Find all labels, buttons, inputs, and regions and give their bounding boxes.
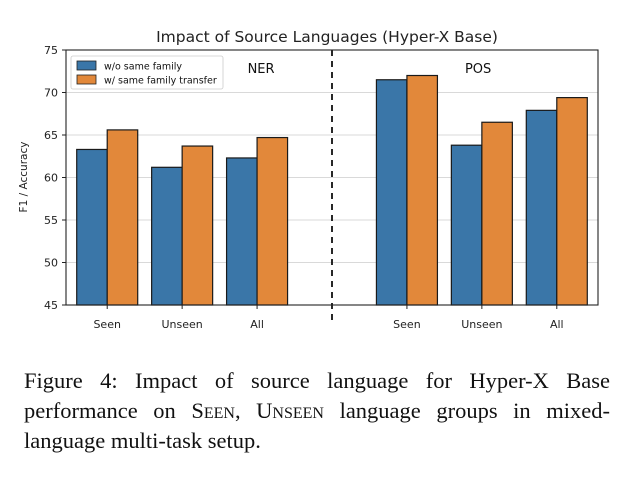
x-tick-label: All [550, 318, 564, 331]
bar-pos-all-series-0 [525, 109, 558, 306]
y-tick-label: 45 [44, 299, 58, 312]
caption-prefix: Figure 4: Impact of source language for … [24, 368, 610, 423]
bar-pos-unseen-series-1 [481, 121, 513, 306]
legend-swatch-wo-same-family [76, 60, 97, 71]
legend-label-w-same-family-transfer: w/ same family transfer [104, 76, 217, 87]
x-tick-label: Seen [93, 318, 121, 331]
legend: w/o same family w/ same family transfer [70, 55, 224, 90]
x-tick-label: Unseen [162, 318, 203, 331]
bars [76, 74, 588, 306]
y-tick-label: 50 [44, 257, 58, 270]
legend-swatch-w-same-family-transfer [76, 74, 97, 85]
panel-label-ner: NER [248, 62, 275, 77]
bar-pos-unseen-series-0 [450, 144, 483, 306]
bar-ner-unseen-series-0 [151, 166, 183, 306]
axes: 45 50 55 60 65 70 75 Seen Unseen All NER Seen Unseen… [44, 44, 599, 331]
caption-comma: , [234, 398, 257, 423]
x-tick-label: All [250, 318, 264, 331]
bar-ner-all-series-1 [256, 136, 289, 306]
legend-box [70, 55, 224, 90]
panel-label-pos: POS [465, 62, 491, 77]
y-axis-label: F1 / Accuracy [18, 142, 30, 213]
bar-ner-unseen-series-1 [181, 145, 214, 306]
bar-ner-all-series-0 [225, 157, 258, 306]
y-tick-label: 55 [44, 214, 58, 227]
bar-pos-seen-series-1 [406, 74, 439, 306]
caption-unseen: Unseen [256, 398, 324, 423]
y-tick-label: 65 [44, 129, 58, 142]
y-tick-label: 70 [44, 87, 58, 100]
plot-frame [65, 49, 599, 306]
caption-seen: Seen [191, 398, 235, 423]
chart-title: Impact of Source Languages (Hyper-X Base… [156, 28, 498, 46]
bar-pos-all-series-1 [556, 96, 588, 306]
bar-chart: Impact of Source Languages (Hyper-X Base… [18, 28, 599, 331]
bar-pos-seen-series-0 [375, 79, 408, 306]
bar-ner-seen-series-0 [76, 148, 108, 306]
legend-label-wo-same-family: w/o same family [104, 62, 182, 73]
x-tick-label: Seen [393, 318, 421, 331]
y-tick-label: 75 [44, 44, 58, 57]
x-tick-label: Unseen [461, 318, 502, 331]
figure-caption: Figure 4: Impact of source language for … [24, 366, 610, 456]
y-tick-label: 60 [44, 172, 58, 185]
bar-ner-seen-series-1 [106, 129, 139, 306]
caption-suffix: language groups in mixed-language multi-… [24, 398, 610, 453]
